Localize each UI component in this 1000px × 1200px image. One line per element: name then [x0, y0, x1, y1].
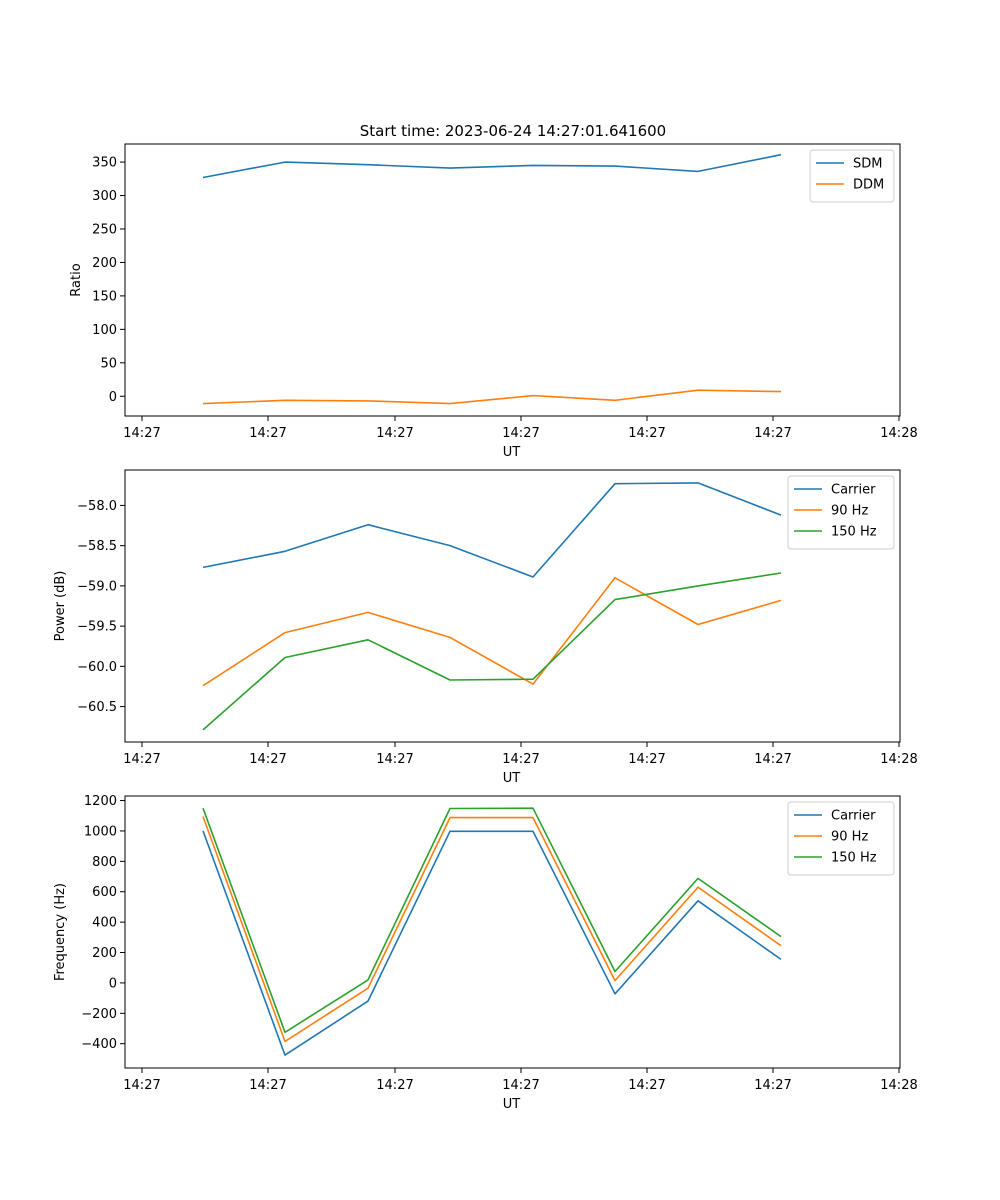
series-line-ddm	[202, 389, 782, 405]
subplot-3: 14:27 14:27 14:27 14:27 14:27 14:27 14:28 −400 −…	[53, 794, 918, 1112]
subplot-1: 14:27 14:27 14:27 14:27 14:27 14:27 14:28 0 50 10…	[69, 143, 918, 460]
y-tick-label: 200	[92, 946, 117, 961]
subplot-2: 14:27 14:27 14:27 14:27 14:27 14:27 14:28 −60.5…	[53, 469, 918, 786]
axes-frame	[124, 143, 901, 417]
y-tick-label: 800	[92, 855, 117, 870]
legend-entry: Carrier	[831, 809, 876, 824]
x-tick-label: 14:27	[123, 426, 160, 441]
y-tick-label: 100	[92, 323, 117, 338]
y-tick-label: 1200	[84, 794, 117, 809]
x-tick-label: 14:27	[754, 426, 791, 441]
y-tick-label: 300	[92, 189, 117, 204]
x-tick-label: 14:27	[754, 1078, 791, 1093]
series-line-90-hz	[202, 576, 782, 687]
x-axis-label: UT	[503, 1097, 521, 1112]
legend: Carrier 90 Hz 150 Hz	[787, 801, 895, 876]
y-tick-label: −200	[81, 1007, 117, 1022]
y-tick-label: 50	[100, 356, 117, 371]
y-tick-label: −58.0	[77, 499, 117, 514]
x-tick-label: 14:27	[376, 426, 413, 441]
y-tick-label: −60.0	[77, 660, 117, 675]
y-tick-label: −400	[81, 1037, 117, 1052]
x-axis-label: UT	[503, 771, 521, 786]
x-tick-label: 14:27	[502, 426, 539, 441]
x-tick-label: 14:27	[376, 752, 413, 767]
series-line-sdm	[202, 153, 782, 179]
x-tick-label: 14:27	[123, 752, 160, 767]
y-axis-label: Power (dB)	[53, 571, 68, 642]
subplots: 14:27 14:27 14:27 14:27 14:27 14:27 14:28 0 50 10…	[53, 143, 918, 1112]
y-tick-label: 200	[92, 256, 117, 271]
y-tick-label: 600	[92, 885, 117, 900]
series-line-carrier	[202, 482, 782, 578]
y-tick-label: −59.5	[77, 620, 117, 635]
x-tick-label: 14:27	[249, 752, 286, 767]
series-line-150-hz	[202, 572, 782, 731]
x-tick-label: 14:27	[123, 1078, 160, 1093]
x-tick-label: 14:28	[880, 426, 917, 441]
legend-entry: SDM	[853, 157, 882, 172]
y-tick-label: 400	[92, 916, 117, 931]
x-tick-label: 14:27	[249, 1078, 286, 1093]
y-tick-label: 150	[92, 289, 117, 304]
x-tick-label: 14:27	[628, 426, 665, 441]
legend-entry: 150 Hz	[831, 851, 877, 866]
legend-entry: Carrier	[831, 483, 876, 498]
y-axis-label: Ratio	[69, 263, 84, 296]
x-axis-label: UT	[503, 445, 521, 460]
x-tick-label: 14:27	[502, 1078, 539, 1093]
legend: Carrier 90 Hz 150 Hz	[787, 475, 895, 550]
legend-entry: 90 Hz	[831, 830, 868, 845]
series-line-150-hz	[202, 807, 782, 1034]
chart-title: Start time: 2023-06-24 14:27:01.641600	[360, 122, 666, 140]
y-tick-label: −60.5	[77, 700, 117, 715]
legend-entry: 150 Hz	[831, 525, 877, 540]
x-tick-label: 14:27	[628, 1078, 665, 1093]
axes-frame	[124, 469, 901, 743]
legend-entry: DDM	[853, 178, 884, 193]
y-tick-label: 0	[109, 390, 117, 405]
x-tick-label: 14:27	[754, 752, 791, 767]
series-line-carrier	[202, 830, 782, 1056]
axes-frame	[124, 795, 901, 1069]
y-tick-label: −59.0	[77, 579, 117, 594]
x-tick-label: 14:28	[880, 752, 917, 767]
x-tick-label: 14:27	[502, 752, 539, 767]
x-tick-label: 14:27	[376, 1078, 413, 1093]
y-tick-label: 250	[92, 222, 117, 237]
x-tick-label: 14:28	[880, 1078, 917, 1093]
x-tick-label: 14:27	[249, 426, 286, 441]
x-tick-label: 14:27	[628, 752, 665, 767]
y-tick-label: 350	[92, 156, 117, 171]
series-line-90-hz	[202, 816, 782, 1043]
y-tick-label: −58.5	[77, 539, 117, 554]
legend: SDM DDM	[809, 149, 895, 203]
y-tick-label: 0	[109, 976, 117, 991]
y-tick-label: 1000	[84, 824, 117, 839]
y-axis-label: Frequency (Hz)	[53, 883, 68, 981]
legend-entry: 90 Hz	[831, 504, 868, 519]
